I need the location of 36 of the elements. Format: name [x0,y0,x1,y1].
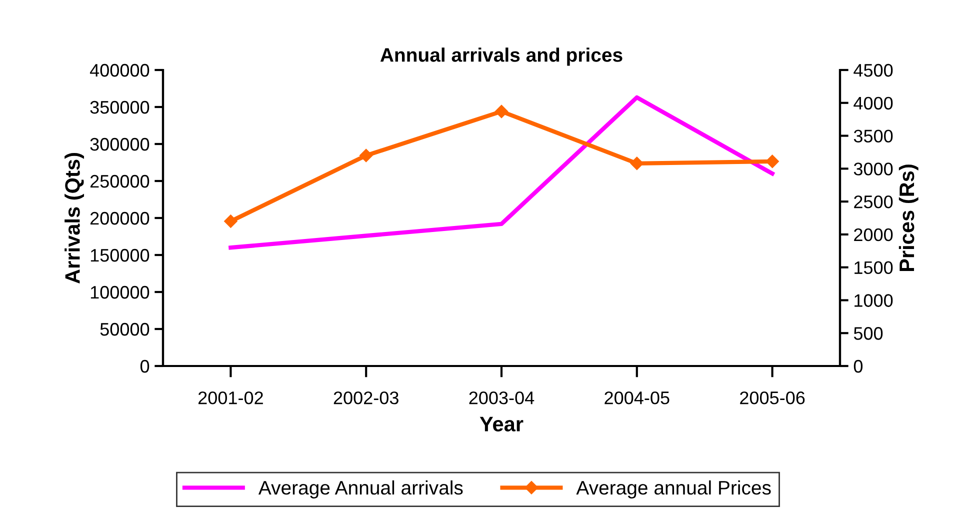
y2-tick-label: 2000 [854,228,893,242]
point [766,154,779,168]
y-tick-label: 50000 [100,322,150,336]
y2-tick-label: 3000 [854,162,893,176]
legend-label: Average Annual arrivals [258,480,463,498]
point [494,104,508,118]
x-tick-label: 2001-02 [198,391,263,404]
x-tick-label: 2002-03 [334,391,398,404]
y2-tick-label: 500 [854,327,883,340]
x-tick-label: 2003-04 [469,391,534,404]
y2-tick-label: 2500 [854,195,893,208]
y-tick-label: 350000 [90,100,150,114]
y-tick-label: 150000 [90,248,150,262]
x-tick-label: 2005-06 [740,391,805,404]
line-series [228,95,774,250]
x-tick-label: 2004-05 [604,391,670,404]
chart-title: Annual arrivals and prices [380,48,622,66]
y-axis-title: Arrivals (Qts) [64,153,84,284]
y-tick-label: 250000 [90,174,150,188]
y2-axis-title: Prices (Rs) [898,164,918,272]
y2-tick-label: 4500 [854,64,893,77]
y-tick-label: 400000 [90,64,150,77]
point [630,156,644,170]
y-tick-label: 0 [140,360,150,373]
point [360,148,373,162]
y2-tick-label: 3500 [854,130,893,142]
y2-tick-label: 1000 [854,294,893,307]
y2-tick-label: 0 [854,360,863,373]
legend-label: Average annual Prices [576,480,771,498]
y2-tick-label: 4000 [854,96,893,110]
y-tick-label: 200000 [90,212,150,225]
y-tick-label: 100000 [90,286,150,299]
point [224,214,238,228]
y2-tick-label: 1500 [854,261,893,274]
x-axis-title: Year [480,416,524,432]
y-tick-label: 300000 [90,138,150,151]
